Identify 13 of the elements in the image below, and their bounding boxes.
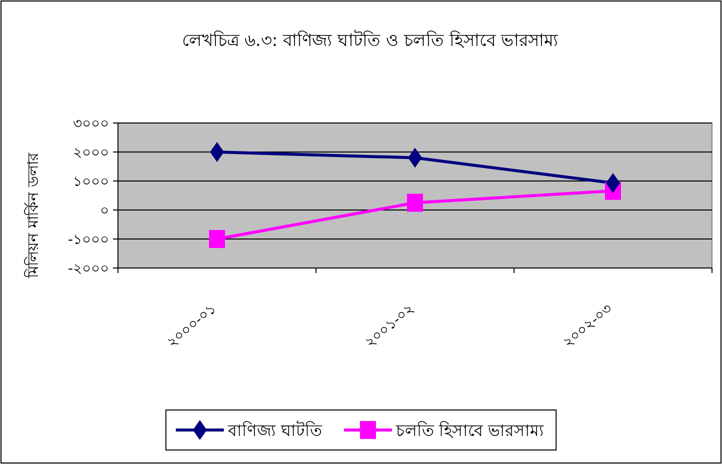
y-tick-label: -১০০০ <box>68 232 109 248</box>
y-axis-title: মিলিয়ন মার্কিন ডলার <box>24 152 42 279</box>
y-tick-label: ৩০০০ <box>73 116 109 132</box>
legend-label: চলতি হিসাবে ভারসাম্য <box>394 421 544 440</box>
point <box>209 230 225 248</box>
y-tick-label: ০ <box>100 203 109 219</box>
legend-label: বাণিজ্য ঘাটতি <box>226 421 323 440</box>
chart-title: লেখচিত্র ৬.৩: বাণিজ্য ঘাটতি ও চলতি হিসাবে ভারসাম্য <box>182 30 559 51</box>
y-tick-label: -২০০০ <box>68 261 109 277</box>
point <box>210 142 224 162</box>
point <box>407 194 423 212</box>
y-tick-label: ২০০০ <box>73 145 109 161</box>
y-tick-label: ১০০০ <box>73 174 109 190</box>
